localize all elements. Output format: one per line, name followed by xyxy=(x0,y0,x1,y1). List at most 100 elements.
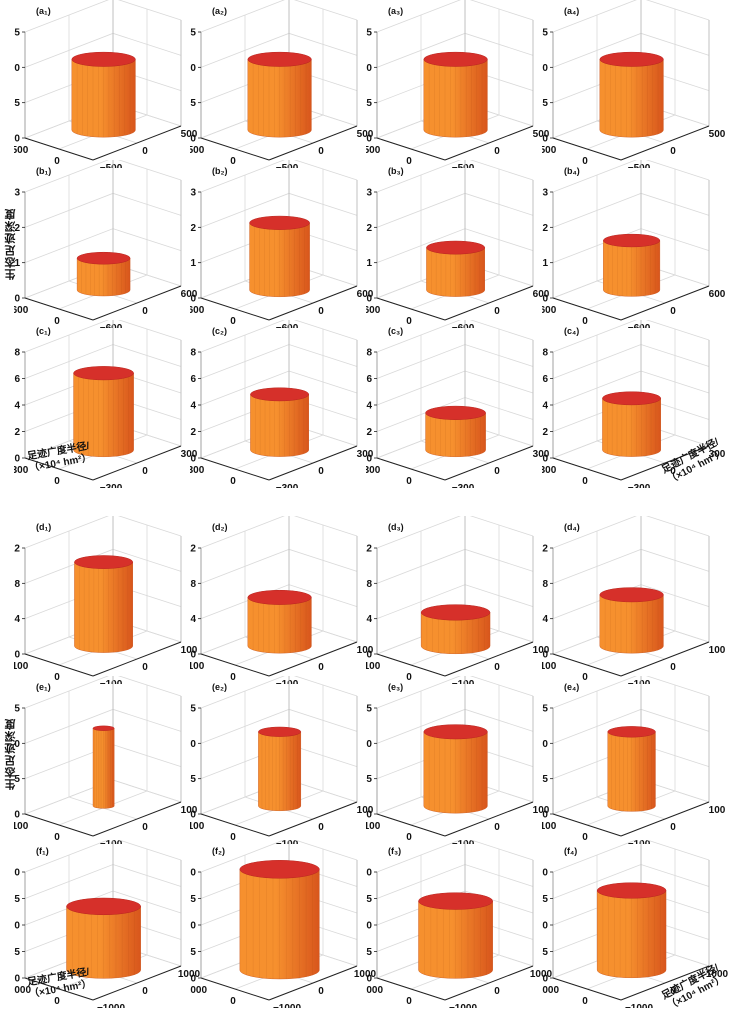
panel-title: (c₄) xyxy=(564,326,579,336)
x-axis-line xyxy=(376,297,446,321)
z-tick-label: 8 xyxy=(190,579,196,590)
x-axis-line xyxy=(552,653,622,677)
wall-gridline xyxy=(200,344,358,379)
wall-gridline xyxy=(552,840,710,873)
y-tick-label: −100 xyxy=(628,679,651,684)
y-tick-label: 300 xyxy=(709,449,726,460)
z-tick-label: 1.5 xyxy=(190,28,196,39)
cylinder-top-f2 xyxy=(239,860,320,879)
y-axis-line xyxy=(620,445,710,481)
x-axis-line xyxy=(200,137,270,161)
wall-gridline xyxy=(552,160,710,193)
cylinder-body-a2 xyxy=(247,59,312,138)
x-tick-label: 600 xyxy=(83,327,100,328)
y-tick-label: 0 xyxy=(318,146,324,157)
y-tick-label: −600 xyxy=(628,323,651,328)
z-tick-label: 12 xyxy=(14,544,20,555)
x-tick-label: 0 xyxy=(406,832,412,843)
panel-f1: 00.51.01.52.0−100001000−100001000(f₁) xyxy=(14,840,200,1008)
z-tick-label: 0.5 xyxy=(14,774,20,785)
y-tick-label: −600 xyxy=(100,323,123,328)
y-tick-label: −300 xyxy=(100,483,123,488)
wall-gridline xyxy=(552,320,710,353)
panel-title: (e₃) xyxy=(388,682,403,692)
cylinder-top-e4 xyxy=(607,726,656,738)
wall-gridline xyxy=(24,0,182,33)
z-tick-label: 0 xyxy=(542,650,548,661)
x-tick-label: −500 xyxy=(366,145,381,156)
x-tick-label: 500 xyxy=(435,167,452,168)
depth-axis-label-top: 生态足迹深度 xyxy=(5,208,17,280)
y-tick-label: 600 xyxy=(357,289,374,300)
cylinder-body-c2 xyxy=(250,394,309,457)
y-tick-label: 100 xyxy=(709,645,726,656)
wall-gridline xyxy=(552,516,710,549)
z-tick-label: 4 xyxy=(366,401,372,412)
y-tick-label: 500 xyxy=(357,129,374,140)
y-axis-line xyxy=(92,641,182,677)
z-tick-label: 1.5 xyxy=(366,28,372,39)
x-tick-label: 1000 xyxy=(432,1007,455,1008)
cylinder-top-c4 xyxy=(602,391,661,406)
cylinder-top-e1 xyxy=(92,725,115,731)
panel-title: (a₁) xyxy=(36,6,51,16)
cylinder-body-a1 xyxy=(71,59,136,138)
y-tick-label: 300 xyxy=(357,449,374,460)
z-tick-label: 0.5 xyxy=(190,774,196,785)
y-tick-label: −100 xyxy=(276,679,299,684)
z-tick-label: 8 xyxy=(366,579,372,590)
z-tick-label: 12 xyxy=(190,544,196,555)
x-tick-label: 0 xyxy=(582,832,588,843)
y-tick-label: 500 xyxy=(709,129,726,140)
wall-gridline xyxy=(24,192,182,228)
panel-a4: 0.00.51.01.5−5000500−5000500(a₄) xyxy=(542,0,726,168)
cylinder-top-a1 xyxy=(71,51,136,67)
z-tick-label: 1.5 xyxy=(14,894,20,905)
z-tick-label: 1.0 xyxy=(366,921,372,932)
z-tick-label: 2 xyxy=(366,223,372,234)
x-tick-label: −1000 xyxy=(190,985,207,996)
x-tick-label: −100 xyxy=(366,661,381,672)
z-tick-label: 0.5 xyxy=(542,774,548,785)
cylinder-top-f3 xyxy=(418,892,493,910)
cylinder-top-b1 xyxy=(76,251,131,265)
x-tick-label: −600 xyxy=(190,305,205,316)
z-tick-label: 1.0 xyxy=(190,63,196,74)
x-tick-label: 100 xyxy=(259,683,276,684)
z-tick-label: 1.0 xyxy=(190,921,196,932)
x-tick-label: 100 xyxy=(83,843,100,844)
x-axis-line xyxy=(200,457,270,481)
y-tick-label: 0 xyxy=(494,466,500,477)
panel-title: (c₃) xyxy=(388,326,403,336)
cylinder-body-b3 xyxy=(426,247,485,297)
y-tick-label: 0 xyxy=(142,466,148,477)
panel-title: (f₃) xyxy=(388,846,401,856)
x-axis-line xyxy=(24,457,94,481)
panel-title: (a₃) xyxy=(388,6,403,16)
cylinder-body-e2 xyxy=(258,731,301,811)
cylinder-body-d2 xyxy=(247,597,312,654)
cylinder-top-a4 xyxy=(599,51,664,67)
z-tick-label: 6 xyxy=(14,374,20,385)
z-tick-label: 0 xyxy=(190,454,196,465)
x-tick-label: −1000 xyxy=(366,985,383,996)
wall-gridline xyxy=(200,160,358,193)
z-tick-label: 2 xyxy=(190,223,196,234)
wall-gridline xyxy=(376,0,534,33)
x-tick-label: 0 xyxy=(54,996,60,1007)
z-tick-label: 0.5 xyxy=(366,774,372,785)
wall-gridline xyxy=(376,320,534,353)
wall-gridline xyxy=(376,192,534,228)
z-tick-label: 1.0 xyxy=(190,739,196,750)
x-tick-label: 0 xyxy=(54,832,60,843)
axes-box xyxy=(198,676,358,837)
y-tick-label: 600 xyxy=(533,289,550,300)
y-tick-label: 1000 xyxy=(354,969,376,980)
y-tick-label: 100 xyxy=(709,805,726,816)
wall-gridline xyxy=(24,864,182,899)
x-axis-line xyxy=(200,297,270,321)
x-tick-label: −100 xyxy=(190,661,205,672)
